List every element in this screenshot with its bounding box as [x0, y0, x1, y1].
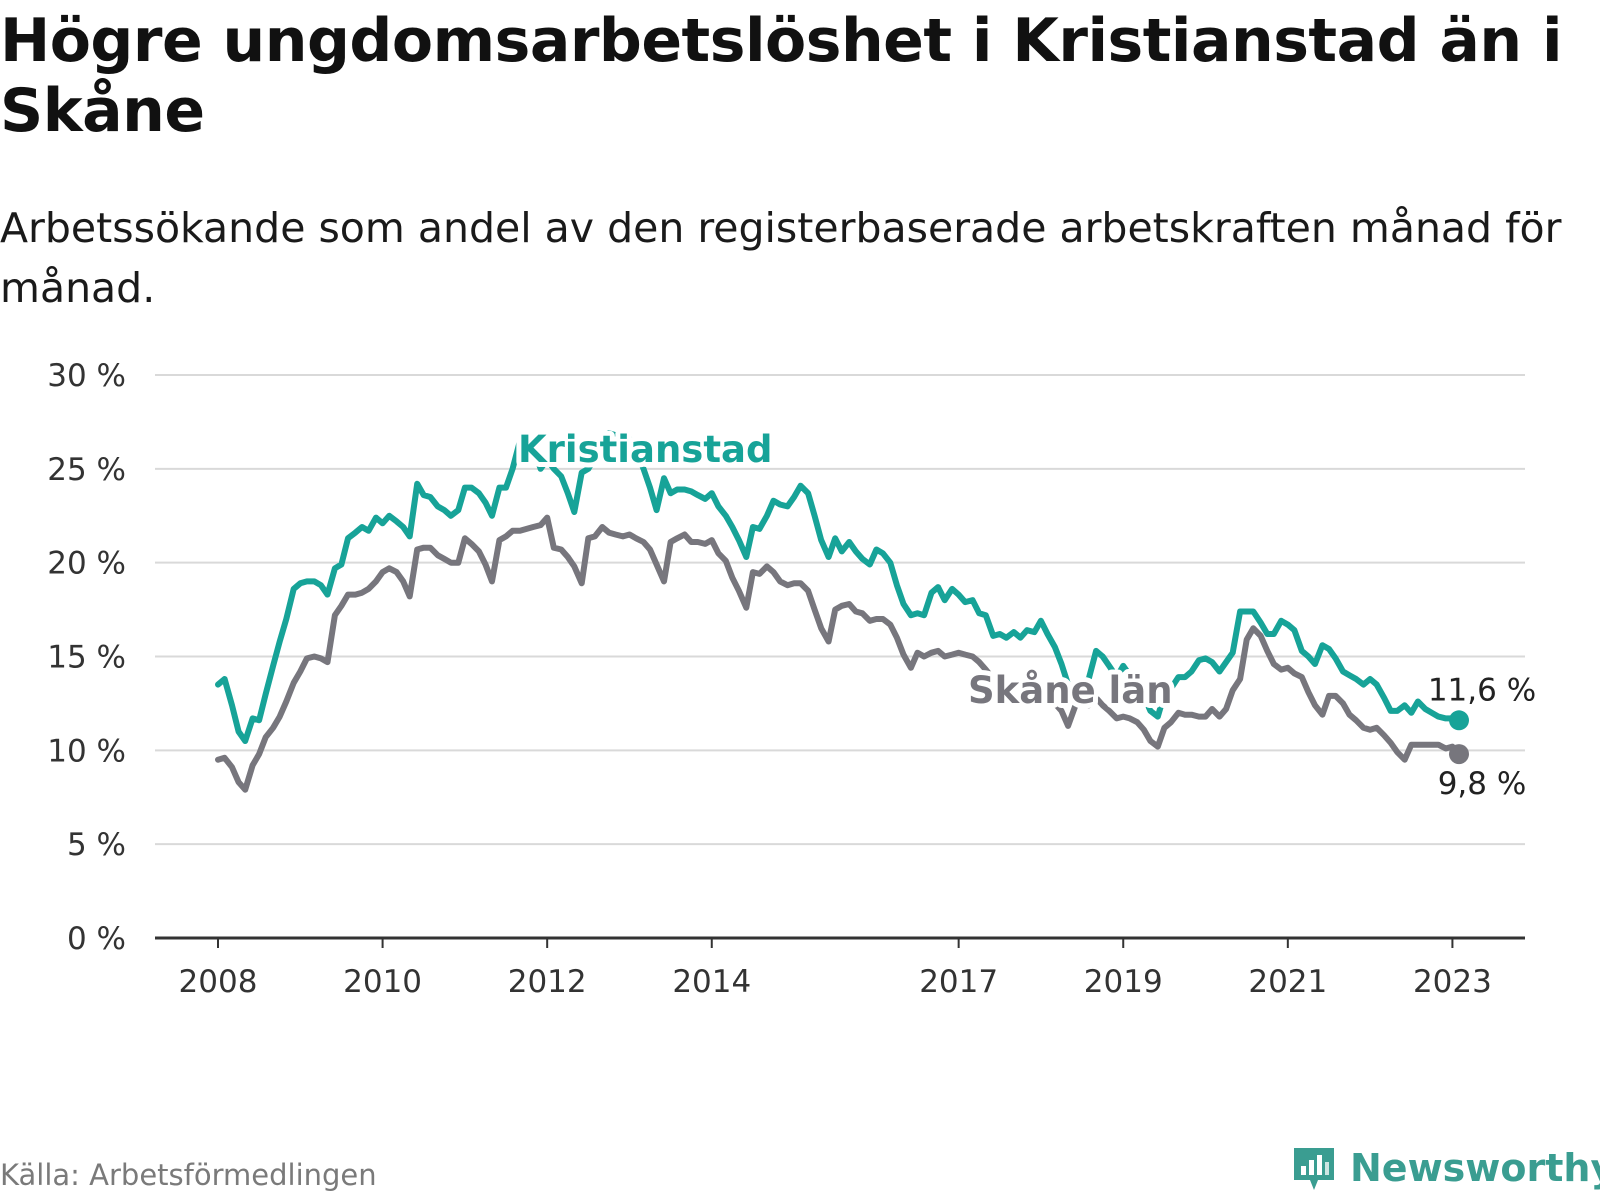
end-value-label-kristianstad: 11,6 % [1428, 672, 1536, 708]
series-line-skane [215, 514, 1462, 793]
end-point-skane [1449, 744, 1469, 765]
x-tick-label: 2021 [1248, 964, 1327, 1000]
x-tick-label: 2017 [919, 964, 998, 1000]
y-tick-label: 5 % [67, 827, 126, 863]
y-tick-label: 30 % [47, 358, 126, 394]
series-line-kristianstad [215, 430, 1462, 744]
source-note: Källa: Arbetsförmedlingen [0, 1158, 377, 1192]
series-label-skane: Skåne län [968, 669, 1173, 712]
x-tick-label: 2012 [508, 964, 587, 1000]
chart-title: Högre ungdomsarbetslöshet i Kristianstad… [0, 6, 1563, 146]
brand-logo[interactable]: Newsworthy [1290, 1140, 1600, 1196]
series-labels: Kristianstad Skåne län 11,6 % 9,8 % [513, 423, 1539, 805]
end-point-kristianstad [1449, 710, 1469, 731]
y-tick-label: 10 % [47, 733, 126, 769]
x-tick-label: 2023 [1413, 964, 1492, 1000]
series-label-kristianstad: Kristianstad [518, 428, 772, 471]
y-tick-label: 15 % [47, 640, 126, 676]
brand-name: Newsworthy [1350, 1146, 1600, 1190]
y-axis-ticks: 0 % 5 % 10 % 15 % 20 % 25 % 30 % [47, 358, 126, 957]
x-axis-ticks: 2008 2010 2012 2014 2017 2019 2021 2023 [179, 938, 1492, 1000]
y-tick-label: 20 % [47, 546, 126, 582]
end-value-label-skane: 9,8 % [1438, 766, 1527, 802]
y-tick-label: 25 % [47, 452, 126, 488]
x-tick-label: 2019 [1084, 964, 1163, 1000]
y-tick-label: 0 % [67, 921, 126, 957]
x-tick-label: 2014 [672, 964, 751, 1000]
x-tick-label: 2008 [179, 964, 258, 1000]
series-lines [215, 430, 1469, 793]
chart-subtitle: Arbetssökande som andel av den registerb… [0, 204, 1562, 312]
x-tick-label: 2010 [343, 964, 422, 1000]
newsworthy-logo-icon [1294, 1148, 1334, 1190]
line-chart: 0 %5 %10 %15 %20 %25 %30 % 2008 2010 2012 2… [47, 358, 1539, 1000]
